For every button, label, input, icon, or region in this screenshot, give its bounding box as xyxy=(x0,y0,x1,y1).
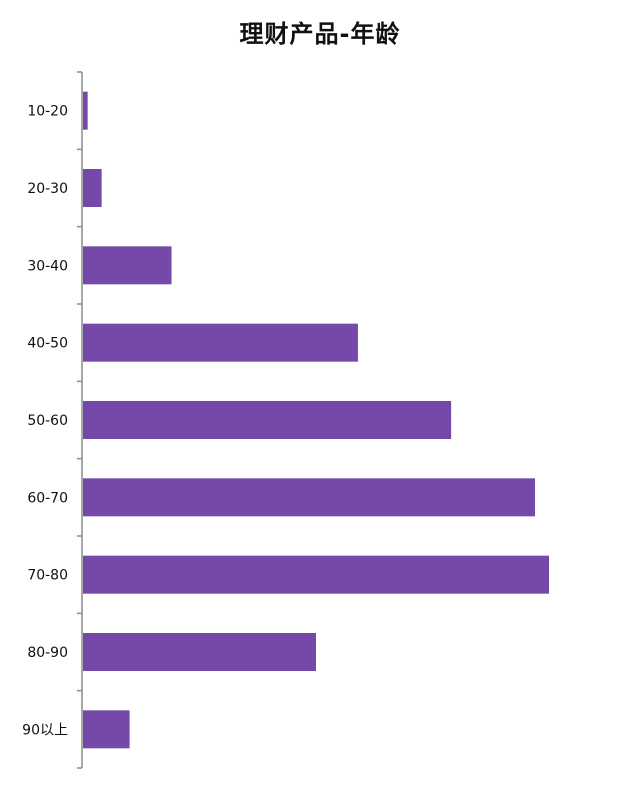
bar-50-60 xyxy=(83,401,452,439)
category-label: 90以上 xyxy=(22,722,68,738)
bars-layer xyxy=(83,91,549,749)
category-label: 30-40 xyxy=(27,258,68,274)
bar-20-30 xyxy=(83,169,102,207)
chart-title: 理财产品-年龄 xyxy=(239,20,401,48)
category-label: 70-80 xyxy=(27,568,68,584)
category-label: 50-60 xyxy=(27,413,68,429)
category-axis xyxy=(77,71,83,769)
bar-70-80 xyxy=(83,555,549,594)
category-label: 80-90 xyxy=(27,645,68,661)
bar-40-50 xyxy=(83,323,358,362)
category-label: 20-30 xyxy=(27,181,68,197)
bar-30-40 xyxy=(83,246,172,285)
category-label: 10-20 xyxy=(27,104,68,120)
bar-60-70 xyxy=(83,478,536,517)
category-label: 60-70 xyxy=(27,490,68,506)
category-labels: 10-20 20-30 30-40 40-50 50-60 60-70 70-80 80-90… xyxy=(22,104,68,739)
category-label: 40-50 xyxy=(27,336,68,352)
bar-90以上 xyxy=(83,710,130,749)
bar-10-20 xyxy=(83,91,88,130)
bar-80-90 xyxy=(83,633,316,671)
